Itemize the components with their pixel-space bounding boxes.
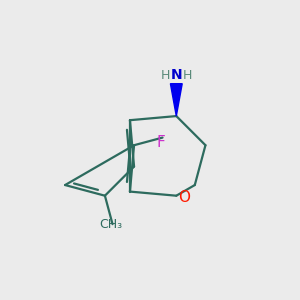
Polygon shape (170, 84, 182, 116)
Text: CH₃: CH₃ (100, 218, 123, 231)
Text: H: H (183, 69, 192, 82)
Text: H: H (160, 69, 170, 82)
Text: F: F (157, 135, 165, 150)
Text: N: N (170, 68, 182, 83)
Text: O: O (178, 190, 190, 205)
